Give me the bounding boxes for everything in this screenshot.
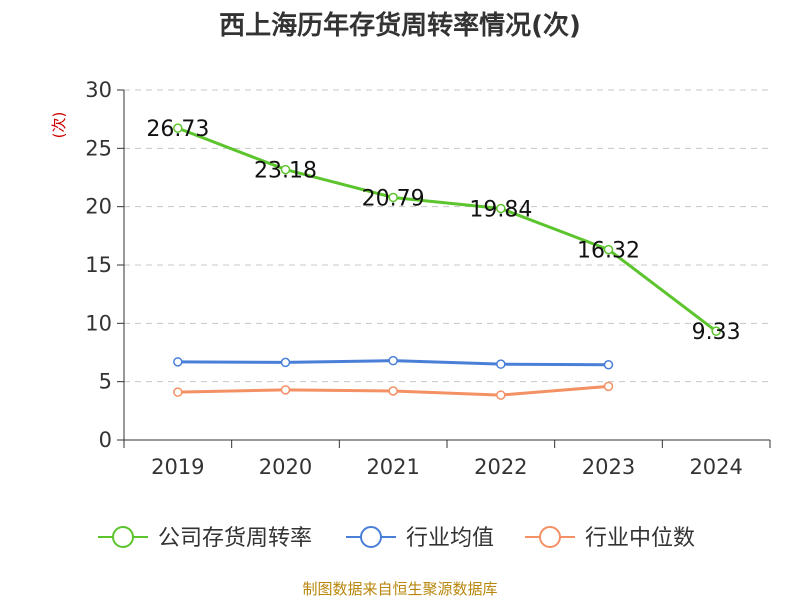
- data-point: [603, 360, 614, 370]
- data-label: 20.79: [362, 186, 425, 211]
- legend-marker: [360, 526, 382, 548]
- y-tick-label: 10: [85, 311, 112, 335]
- series-group: 26.73 23.18 20.79 19.84 16.32 9.33: [146, 117, 741, 400]
- legend-item-2: 行业中位数: [525, 526, 695, 551]
- grid-lines: [124, 89, 770, 383]
- data-point: [388, 355, 398, 366]
- legend-item-1: 行业均值: [346, 526, 494, 551]
- legend-label: 公司存货周转率: [158, 526, 312, 551]
- data-label: 16.32: [577, 239, 640, 264]
- data-point: [496, 359, 506, 369]
- series-0: 26.73 23.18 20.79 19.84 16.32 9.33: [146, 117, 740, 345]
- x-tick-label: 2021: [366, 455, 419, 479]
- x-tick-label: 2020: [259, 455, 312, 479]
- series-2: [173, 381, 614, 400]
- x-tick-label: 2019: [151, 455, 204, 479]
- data-point: [603, 381, 614, 392]
- data-point: [280, 385, 291, 395]
- y-tick-label: 0: [99, 428, 112, 452]
- data-point: [388, 192, 398, 203]
- source-note: 制图数据来自恒生聚源数据库: [302, 580, 497, 598]
- axes: 0 5 10 15 20 25 30 2019 2020 2021 2022 2023 2024: [85, 78, 771, 479]
- data-point: [173, 123, 183, 133]
- legend-label: 行业均值: [406, 526, 494, 551]
- legend-item-0: 公司存货周转率: [98, 526, 312, 551]
- y-tick-label: 20: [85, 195, 112, 219]
- legend-marker: [112, 526, 134, 548]
- data-point: [496, 203, 506, 214]
- data-point: [603, 244, 614, 255]
- series-line: [177, 126, 718, 333]
- data-point: [280, 357, 291, 368]
- data-label: 23.18: [254, 159, 317, 184]
- data-point: [388, 386, 398, 396]
- legend-label: 行业中位数: [585, 526, 695, 551]
- data-point: [711, 326, 721, 336]
- data-label: 26.73: [146, 117, 209, 142]
- chart-title: 西上海历年存货周转率情况(次): [219, 10, 581, 41]
- data-label: 9.33: [692, 320, 741, 345]
- y-tick-label: 5: [99, 370, 112, 394]
- data-point: [173, 357, 183, 367]
- data-point: [173, 387, 183, 397]
- data-label: 19.84: [469, 198, 532, 223]
- x-tick-label: 2022: [474, 455, 527, 479]
- y-tick-label: 15: [85, 253, 112, 277]
- legend: 公司存货周转率 行业均值 行业中位数: [98, 526, 695, 551]
- data-point: [496, 390, 506, 400]
- series-1: [173, 355, 614, 370]
- x-tick-label: 2023: [582, 455, 635, 479]
- y-tick-label: 25: [85, 136, 112, 160]
- legend-marker: [539, 526, 561, 548]
- y-axis-label: (次): [50, 112, 68, 139]
- x-tick-label: 2024: [689, 455, 742, 479]
- y-tick-label: 30: [85, 78, 112, 102]
- data-point: [280, 164, 291, 175]
